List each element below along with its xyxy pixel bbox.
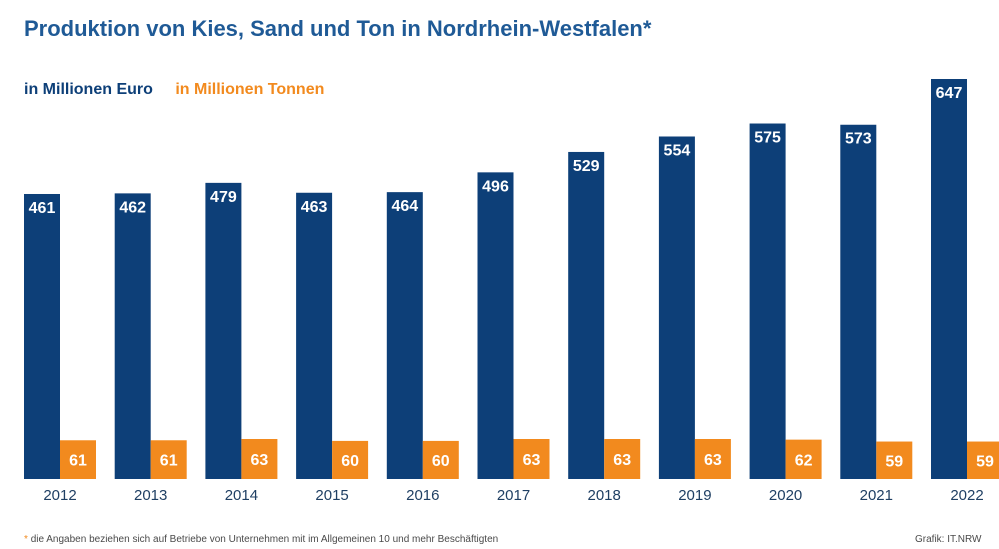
x-tick-2021: 2021 [860,487,893,504]
footnote-text: die Angaben beziehen sich auf Betriebe v… [30,534,499,545]
bar-euro-2014 [205,182,242,479]
x-tick-2018: 2018 [588,487,621,504]
x-tick-2014: 2014 [225,487,258,504]
bar-euro-2015 [296,192,333,479]
bar-tonnen-2016 [422,440,459,479]
label-tonnen-2022: 59 [976,453,994,470]
label-euro-2022: 647 [936,85,963,102]
bar-tonnen-2013 [150,440,187,479]
label-euro-2016: 464 [391,198,418,215]
legend-euro: in Millionen Euro [24,81,153,98]
label-tonnen-2018: 63 [613,452,631,469]
legend: in Millionen Euro in Millionen Tonnen [24,81,324,99]
source-credit: Grafik: IT.NRW [915,534,982,545]
legend-tonnen: in Millionen Tonnen [175,81,325,98]
x-tick-2012: 2012 [43,487,76,504]
chart-title: Produktion von Kies, Sand und Ton in Nor… [24,16,652,41]
label-euro-2014: 479 [210,189,237,206]
label-euro-2021: 573 [845,131,872,148]
x-tick-2017: 2017 [497,487,530,504]
label-euro-2017: 496 [482,178,509,195]
bar-tonnen-2021 [876,441,913,479]
x-tick-2020: 2020 [769,487,802,504]
bar-tonnen-2018 [604,439,641,479]
footnote-marker: * [24,534,28,545]
label-tonnen-2014: 63 [251,452,269,469]
bar-euro-2019 [658,136,695,479]
label-euro-2019: 554 [664,142,691,159]
label-euro-2013: 462 [119,199,146,216]
bar-euro-2012 [24,193,60,479]
bar-tonnen-2015 [332,440,369,479]
bar-tonnen-2017 [513,439,550,479]
bar-euro-2021 [840,124,877,480]
bar-euro-2013 [114,193,151,480]
label-tonnen-2016: 60 [432,453,450,470]
bar-euro-2020 [749,123,786,480]
label-tonnen-2017: 63 [523,452,541,469]
label-euro-2012: 461 [29,200,56,217]
x-tick-2016: 2016 [406,487,439,504]
footnote: * die Angaben beziehen sich auf Betriebe… [24,534,498,545]
label-tonnen-2021: 59 [885,453,903,470]
label-tonnen-2012: 61 [69,453,87,470]
label-tonnen-2020: 62 [795,452,813,469]
label-tonnen-2019: 63 [704,452,722,469]
bar-tonnen-2022 [967,441,999,479]
label-euro-2015: 463 [301,199,328,216]
x-tick-2015: 2015 [315,487,348,504]
label-tonnen-2013: 61 [160,453,178,470]
x-tick-2022: 2022 [950,487,983,504]
x-tick-2019: 2019 [678,487,711,504]
bar-tonnen-2014 [241,439,278,479]
bar-tonnen-2019 [694,439,731,479]
bar-tonnen-2020 [785,439,822,479]
bar-euro-2016 [386,192,423,479]
x-tick-2013: 2013 [134,487,167,504]
bar-tonnen-2012 [60,440,96,479]
bar-euro-2017 [477,172,514,479]
label-euro-2018: 529 [573,158,600,175]
label-tonnen-2015: 60 [341,453,359,470]
label-euro-2020: 575 [754,130,781,147]
bar-euro-2022 [931,79,967,479]
bar-euro-2018 [568,151,605,479]
